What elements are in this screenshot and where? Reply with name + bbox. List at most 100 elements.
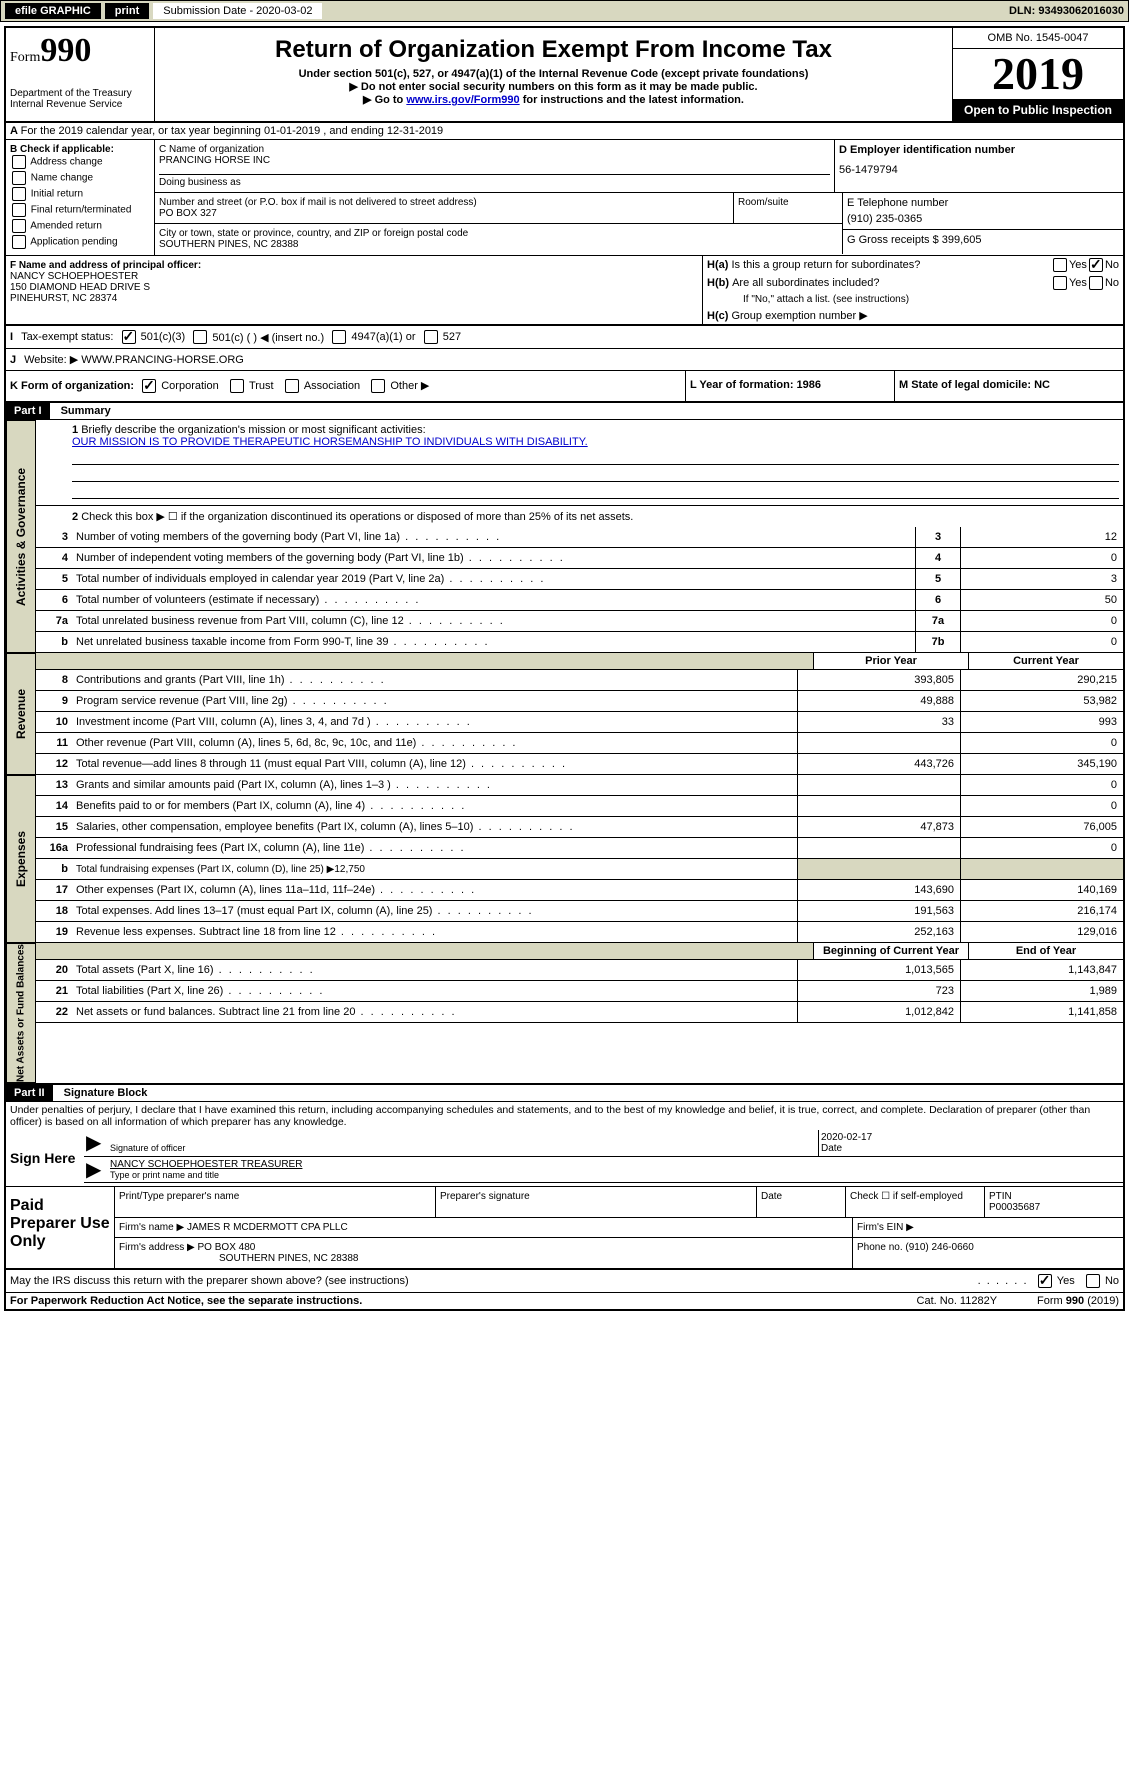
org-name: PRANCING HORSE INC xyxy=(159,155,830,166)
tax-year: 2019 xyxy=(953,49,1123,99)
q2-label: Check this box ▶ ☐ if the organization d… xyxy=(81,511,633,523)
summary-line: 20Total assets (Part X, line 16)1,013,56… xyxy=(36,960,1123,981)
discuss-label: May the IRS discuss this return with the… xyxy=(10,1275,409,1287)
firm-addr-label: Firm's address ▶ xyxy=(119,1242,195,1253)
final-return-checkbox[interactable] xyxy=(12,203,26,217)
association-checkbox[interactable] xyxy=(285,379,299,393)
part2-title: Signature Block xyxy=(56,1085,156,1101)
city-label: City or town, state or province, country… xyxy=(159,228,838,239)
website-value: WWW.PRANCING-HORSE.ORG xyxy=(81,354,244,366)
ptin-label: PTIN xyxy=(989,1191,1119,1202)
website-label: Website: ▶ xyxy=(24,353,78,366)
summary-line: 6Total number of volunteers (estimate if… xyxy=(36,590,1123,611)
print-button[interactable]: print xyxy=(105,3,149,19)
summary-line: 12Total revenue—add lines 8 through 11 (… xyxy=(36,754,1123,775)
submission-date: Submission Date - 2020-03-02 xyxy=(153,3,322,19)
officer-street: 150 DIAMOND HEAD DRIVE S xyxy=(10,282,698,293)
line-a: A For the 2019 calendar year, or tax yea… xyxy=(6,123,1123,140)
officer-label: F Name and address of principal officer: xyxy=(10,260,698,271)
dba-label: Doing business as xyxy=(159,174,830,188)
declaration: Under penalties of perjury, I declare th… xyxy=(6,1102,1123,1130)
sign-here-label: Sign Here xyxy=(6,1130,84,1186)
paid-preparer-label: Paid Preparer Use Only xyxy=(6,1187,114,1268)
catalog-number: Cat. No. 11282Y xyxy=(917,1295,998,1307)
discuss-no-checkbox[interactable] xyxy=(1086,1274,1100,1288)
form-990: Form990 Department of the Treasury Inter… xyxy=(4,26,1125,1311)
open-public: Open to Public Inspection xyxy=(953,99,1123,121)
501c3-checkbox[interactable] xyxy=(122,330,136,344)
summary-line: bNet unrelated business taxable income f… xyxy=(36,632,1123,653)
prior-year-header: Prior Year xyxy=(813,653,968,669)
initial-return-checkbox[interactable] xyxy=(12,187,26,201)
subtitle-3: ▶ Go to www.irs.gov/Form990 for instruct… xyxy=(159,93,948,106)
summary-line: 19Revenue less expenses. Subtract line 1… xyxy=(36,922,1123,943)
officer-city: PINEHURST, NC 28374 xyxy=(10,293,698,304)
4947-checkbox[interactable] xyxy=(332,330,346,344)
subtitle-2: ▶ Do not enter social security numbers o… xyxy=(159,80,948,93)
city-value: SOUTHERN PINES, NC 28388 xyxy=(159,239,838,250)
firm-addr2: SOUTHERN PINES, NC 28388 xyxy=(219,1253,359,1264)
address-change-checkbox[interactable] xyxy=(12,155,26,169)
summary-line: 13Grants and similar amounts paid (Part … xyxy=(36,775,1123,796)
vtab-governance: Activities & Governance xyxy=(6,420,36,653)
sig-officer-label: Signature of officer xyxy=(110,1143,816,1153)
telephone-label: E Telephone number xyxy=(847,197,1119,209)
summary-line: bTotal fundraising expenses (Part IX, co… xyxy=(36,859,1123,880)
state-domicile: M State of legal domicile: NC xyxy=(894,371,1123,401)
501c-checkbox[interactable] xyxy=(193,330,207,344)
signer-name-label: Type or print name and title xyxy=(110,1170,1121,1180)
amended-return-checkbox[interactable] xyxy=(12,219,26,233)
arrow-icon: ▶ xyxy=(84,1157,108,1182)
hb-label: Are all subordinates included? xyxy=(732,277,1051,289)
gross-receipts: G Gross receipts $ 399,605 xyxy=(843,230,1123,250)
name-change-checkbox[interactable] xyxy=(12,171,26,185)
officer-name: NANCY SCHOEPHOESTER xyxy=(10,271,698,282)
subtitle-1: Under section 501(c), 527, or 4947(a)(1)… xyxy=(159,68,948,80)
firm-phone: Phone no. (910) 246-0660 xyxy=(852,1238,1123,1268)
form-footer: Form 990 (2019) xyxy=(1037,1295,1119,1307)
hb-no-checkbox[interactable] xyxy=(1089,276,1103,290)
summary-line: 8Contributions and grants (Part VIII, li… xyxy=(36,670,1123,691)
instructions-link[interactable]: www.irs.gov/Form990 xyxy=(406,94,519,106)
ha-no-checkbox[interactable] xyxy=(1089,258,1103,272)
summary-line: 18Total expenses. Add lines 13–17 (must … xyxy=(36,901,1123,922)
527-checkbox[interactable] xyxy=(424,330,438,344)
part1-title: Summary xyxy=(53,403,119,419)
sign-date-label: Date xyxy=(821,1143,1121,1154)
form-number: Form990 xyxy=(10,32,150,70)
ptin-value: P00035687 xyxy=(989,1202,1119,1213)
telephone-value: (910) 235-0365 xyxy=(847,213,1119,225)
part2-header: Part II xyxy=(6,1085,53,1101)
application-pending-checkbox[interactable] xyxy=(12,235,26,249)
summary-line: 21Total liabilities (Part X, line 26)723… xyxy=(36,981,1123,1002)
firm-addr1: PO BOX 480 xyxy=(198,1242,256,1253)
q1-label: Briefly describe the organization's miss… xyxy=(81,424,425,436)
hc-label: Group exemption number ▶ xyxy=(731,309,867,322)
ha-label: Is this a group return for subordinates? xyxy=(731,259,1051,271)
discuss-yes-checkbox[interactable] xyxy=(1038,1274,1052,1288)
summary-line: 9Program service revenue (Part VIII, lin… xyxy=(36,691,1123,712)
trust-checkbox[interactable] xyxy=(230,379,244,393)
corporation-checkbox[interactable] xyxy=(142,379,156,393)
self-employed-label: Check ☐ if self-employed xyxy=(845,1187,984,1217)
room-label: Room/suite xyxy=(733,193,842,223)
section-b: B Check if applicable: Address change Na… xyxy=(6,140,155,255)
org-name-label: C Name of organization xyxy=(159,144,830,155)
summary-line: 17Other expenses (Part IX, column (A), l… xyxy=(36,880,1123,901)
dln: DLN: 93493062016030 xyxy=(1009,5,1124,17)
vtab-netassets: Net Assets or Fund Balances xyxy=(6,943,36,1083)
preparer-date-label: Date xyxy=(756,1187,845,1217)
other-checkbox[interactable] xyxy=(371,379,385,393)
street-value: PO BOX 327 xyxy=(159,208,729,219)
ha-yes-checkbox[interactable] xyxy=(1053,258,1067,272)
summary-line: 15Salaries, other compensation, employee… xyxy=(36,817,1123,838)
top-bar: efile GRAPHIC print Submission Date - 20… xyxy=(0,0,1129,22)
mission-text: OUR MISSION IS TO PROVIDE THERAPEUTIC HO… xyxy=(72,436,588,448)
vtab-expenses: Expenses xyxy=(6,775,36,943)
firm-name-label: Firm's name ▶ xyxy=(119,1222,184,1233)
hb-yes-checkbox[interactable] xyxy=(1053,276,1067,290)
preparer-name-label: Print/Type preparer's name xyxy=(114,1187,435,1217)
ein-label: D Employer identification number xyxy=(839,144,1119,156)
ein-value: 56-1479794 xyxy=(839,164,1119,176)
efile-label: efile GRAPHIC xyxy=(5,3,101,19)
